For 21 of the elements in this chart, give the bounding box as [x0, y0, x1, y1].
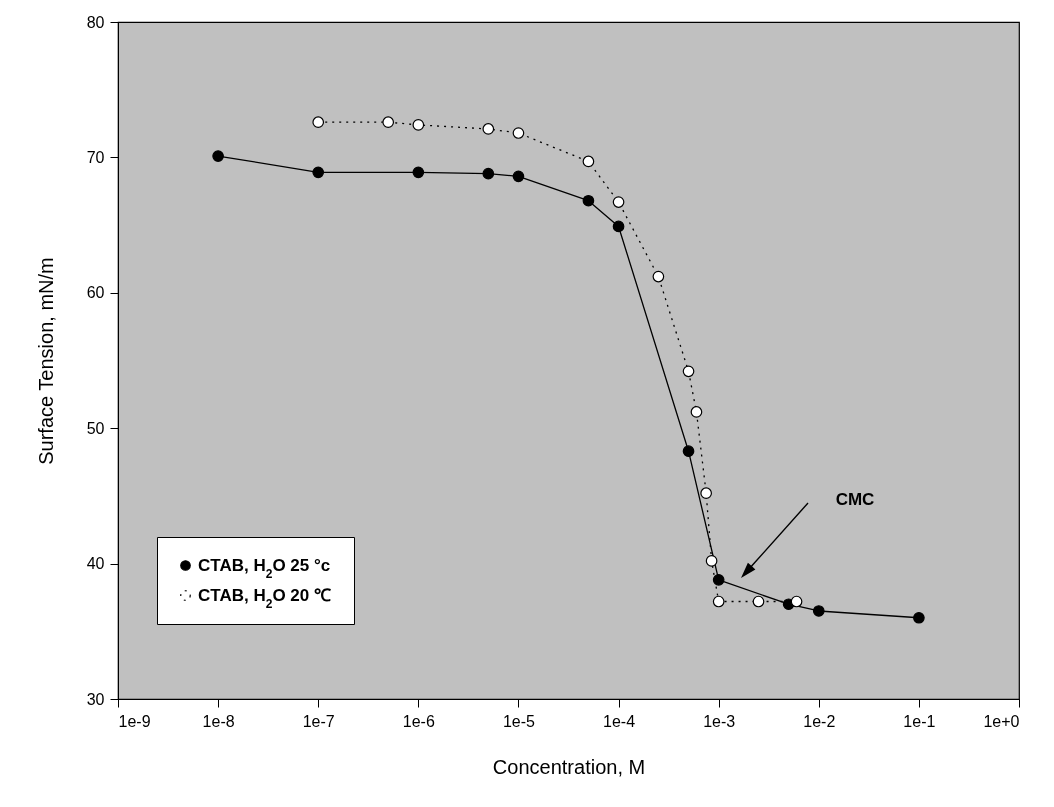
y-tick-label: 80	[86, 13, 105, 31]
y-tick-label: 40	[86, 555, 105, 573]
x-axis-title: Concentration, M	[492, 755, 646, 778]
x-tick-label: 1e+0	[983, 712, 1020, 730]
x-tick-label: 1e-6	[402, 712, 435, 730]
x-tick-label: 1e-1	[903, 712, 936, 730]
legend-label: CTAB, H$_{2}$O 20 ℃	[198, 585, 331, 611]
x-tick-label: 1e-7	[302, 712, 335, 730]
x-tick-label: 1e-3	[703, 712, 736, 730]
y-tick-label: 60	[86, 284, 105, 302]
y-tick-label: 30	[86, 690, 105, 708]
x-tick-label: 1e-5	[502, 712, 536, 730]
y-tick-label: 70	[86, 148, 105, 166]
x-tick-label: 1e-2	[803, 712, 836, 730]
x-tick-label: 1e-8	[202, 712, 235, 730]
annotation: CMC	[835, 490, 875, 509]
y-axis-title: Surface Tension, mN/m	[34, 257, 57, 465]
legend-label: CTAB, H$_{2}$O 25 °c	[198, 555, 331, 581]
x-tick-label: 1e-4	[603, 712, 636, 730]
x-tick-label: 1e-9	[118, 712, 151, 730]
y-tick-label: 50	[86, 419, 105, 437]
